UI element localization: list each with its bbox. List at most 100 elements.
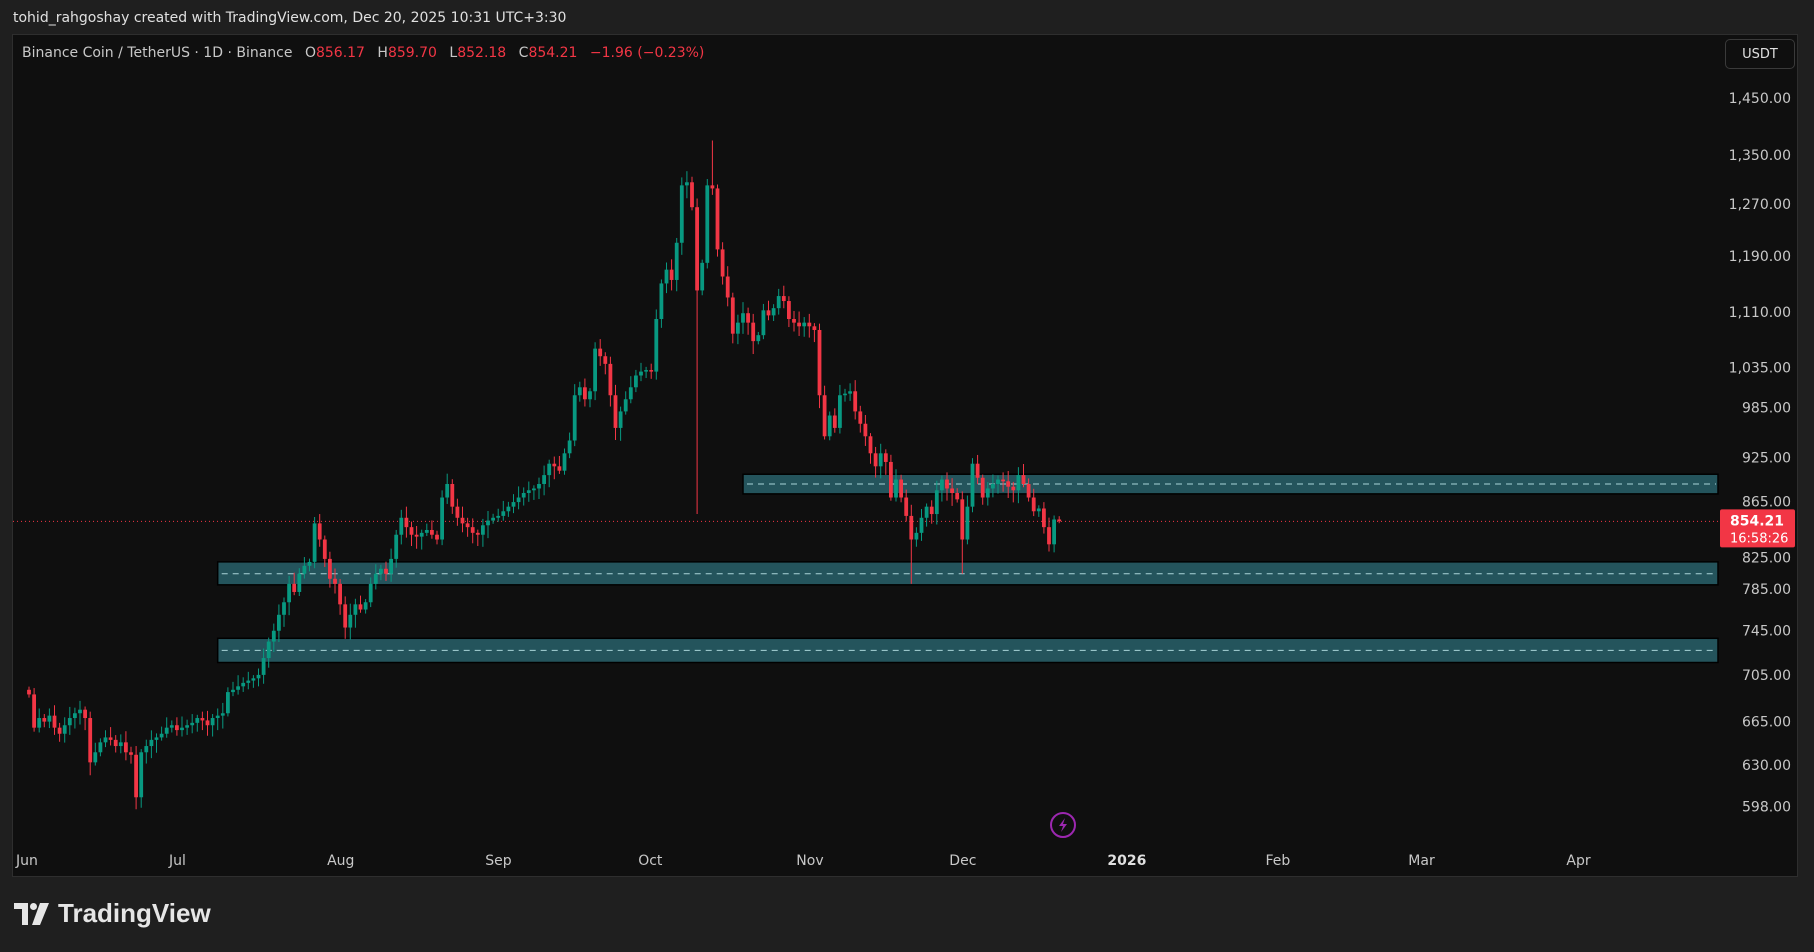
candle-body <box>909 515 914 540</box>
candle <box>389 548 393 582</box>
tradingview-logo[interactable]: TradingView <box>14 898 211 929</box>
candle-body <box>934 490 939 515</box>
candle <box>868 433 873 464</box>
candle <box>598 339 603 366</box>
candle-body <box>904 497 909 516</box>
candle-body <box>404 517 409 528</box>
candle <box>164 717 169 738</box>
candle <box>899 474 903 503</box>
candle <box>547 459 552 488</box>
candle-body <box>103 737 108 743</box>
candle <box>414 525 419 549</box>
candle <box>792 311 796 332</box>
candle <box>419 529 424 550</box>
candle <box>894 469 898 502</box>
candle <box>975 454 980 485</box>
candle-body <box>307 561 312 566</box>
y-tick-label: 785.00 <box>1742 582 1791 598</box>
candle-body <box>1026 483 1031 498</box>
candle <box>501 500 506 521</box>
candle <box>817 323 822 409</box>
candle-body <box>159 733 164 738</box>
candle <box>435 530 439 545</box>
candle-body <box>858 411 863 424</box>
candle <box>572 384 577 447</box>
x-tick-label: Aug <box>327 853 354 869</box>
candle <box>169 720 174 733</box>
candle-body <box>83 709 87 719</box>
candle <box>261 648 266 684</box>
candle-body <box>1031 497 1036 512</box>
candle <box>1036 505 1041 517</box>
candle-body <box>169 725 174 728</box>
currency-button[interactable]: USDT <box>1725 39 1795 69</box>
candle-body <box>287 583 291 603</box>
candle <box>1031 488 1036 517</box>
y-tick-label: 1,450.00 <box>1729 91 1791 107</box>
candle <box>741 302 745 334</box>
symbol-title[interactable]: Binance Coin / TetherUS · 1D · Binance <box>22 45 293 61</box>
candle <box>950 478 954 506</box>
candle-body <box>853 391 858 412</box>
chart-pane[interactable] <box>12 34 1798 877</box>
candle <box>424 523 429 537</box>
lightning-alert-icon[interactable] <box>1050 812 1076 838</box>
candle-body <box>511 502 516 507</box>
candle <box>730 292 735 344</box>
candle-body <box>960 499 965 540</box>
candle <box>751 313 756 355</box>
candle-body <box>521 492 526 498</box>
candle <box>807 313 812 338</box>
candle-body <box>894 479 898 498</box>
x-tick-label: Jul <box>168 853 186 869</box>
candle <box>710 140 715 195</box>
candle <box>1026 478 1031 502</box>
candle-body <box>134 754 138 798</box>
chart-credit: tohid_rahgoshay created with TradingView… <box>13 10 567 26</box>
candle-body <box>501 511 506 516</box>
candle-body <box>185 725 189 728</box>
candle <box>343 596 348 639</box>
candle <box>185 719 189 735</box>
candle <box>679 177 684 255</box>
candle-body <box>450 483 455 507</box>
candle <box>129 746 133 764</box>
candle <box>940 475 944 502</box>
candle <box>761 303 766 340</box>
candle <box>307 558 312 572</box>
candle <box>98 738 103 757</box>
candle-body <box>664 269 669 284</box>
candle <box>827 411 832 441</box>
candle-body <box>37 718 42 728</box>
low-value: 852.18 <box>457 45 507 61</box>
candle <box>715 184 720 257</box>
candle <box>195 714 200 732</box>
candle-body <box>985 488 990 498</box>
candle <box>379 564 383 581</box>
y-tick-label: 665.00 <box>1742 715 1791 731</box>
candle <box>766 300 771 321</box>
candle-body <box>685 182 689 186</box>
candle-body <box>246 680 251 683</box>
candle-body <box>577 387 582 396</box>
candle-body <box>756 335 761 342</box>
candle-body <box>52 715 57 728</box>
candle-body <box>659 283 664 320</box>
candle-body <box>654 319 659 372</box>
candle <box>593 342 597 401</box>
candle-body <box>863 423 868 437</box>
candle <box>159 726 164 741</box>
candle <box>118 734 123 754</box>
candle-body <box>282 602 286 615</box>
candle <box>853 380 858 420</box>
candle <box>190 714 195 734</box>
candle <box>134 746 138 810</box>
candle-body <box>588 391 592 400</box>
candle-body <box>812 326 817 330</box>
candle <box>333 568 337 594</box>
candle-body <box>470 527 475 533</box>
candle-body <box>970 463 975 507</box>
candle <box>685 171 689 199</box>
y-tick-label: 925.00 <box>1742 451 1791 467</box>
